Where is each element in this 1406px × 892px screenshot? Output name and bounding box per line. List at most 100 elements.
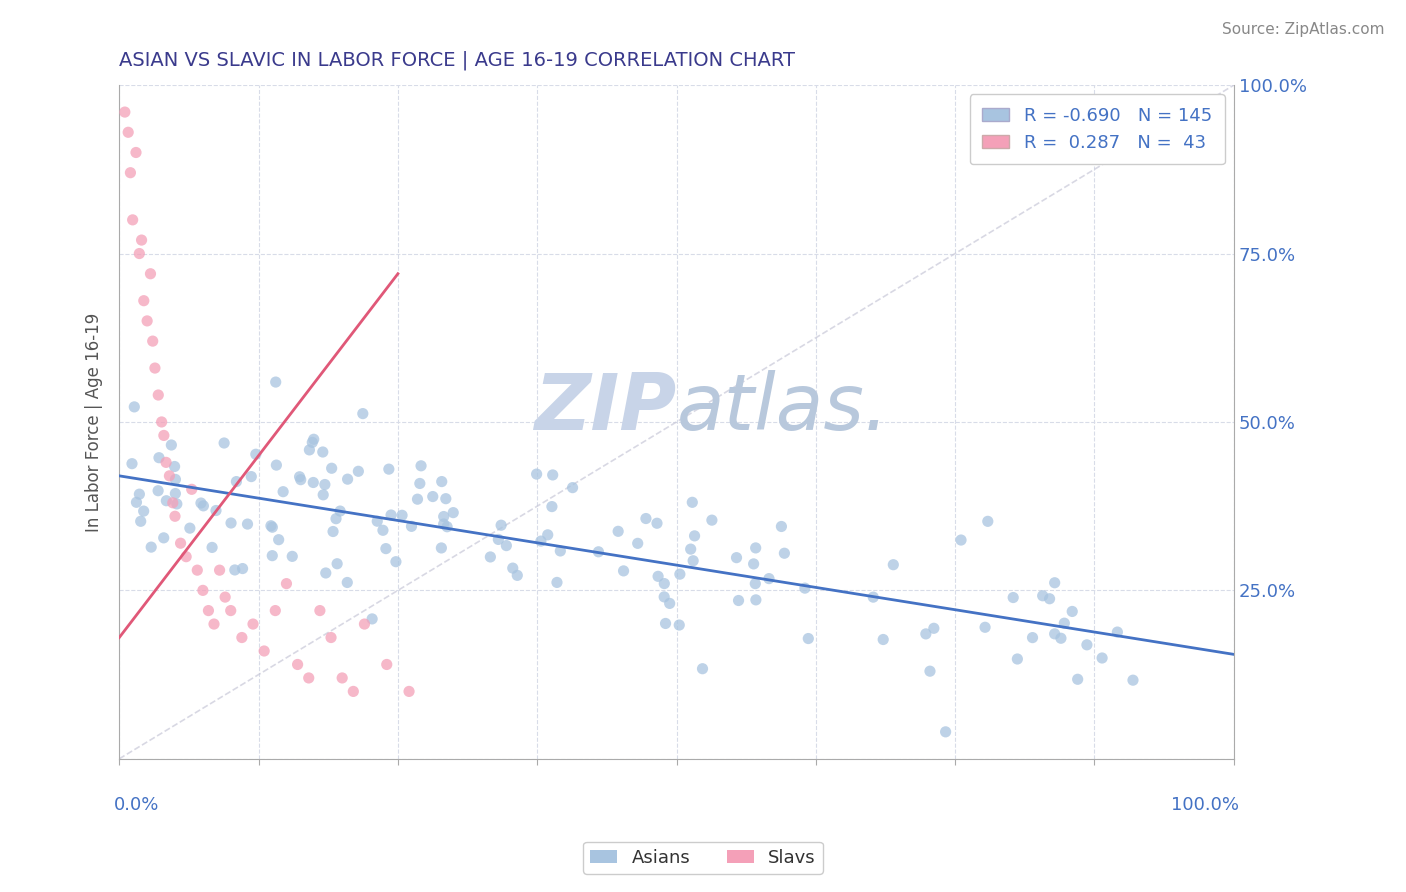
Point — [922, 621, 945, 635]
Point — [267, 533, 290, 547]
Point — [433, 516, 456, 531]
Point — [329, 504, 352, 518]
Point — [271, 484, 294, 499]
Point — [142, 334, 165, 348]
Point — [298, 442, 321, 457]
Point — [654, 616, 676, 631]
Point — [139, 267, 162, 281]
Text: atlas.: atlas. — [676, 370, 889, 447]
Point — [264, 375, 287, 389]
Point — [143, 361, 166, 376]
Point — [398, 684, 420, 698]
Point — [179, 521, 201, 535]
Point — [148, 388, 170, 402]
Text: 0.0%: 0.0% — [114, 796, 159, 814]
Point — [681, 495, 703, 509]
Point — [700, 513, 723, 527]
Legend: Asians, Slavs: Asians, Slavs — [583, 842, 823, 874]
Point — [530, 534, 553, 549]
Point — [160, 438, 183, 452]
Point — [770, 519, 793, 533]
Point — [627, 536, 650, 550]
Point — [974, 620, 997, 634]
Point — [330, 671, 353, 685]
Point — [186, 563, 208, 577]
Point — [489, 518, 512, 533]
Point — [353, 617, 375, 632]
Point — [288, 469, 311, 483]
Point — [128, 246, 150, 260]
Point — [205, 503, 228, 517]
Point — [433, 509, 456, 524]
Point — [647, 569, 669, 583]
Point — [1043, 575, 1066, 590]
Y-axis label: In Labor Force | Age 16-19: In Labor Force | Age 16-19 — [86, 312, 103, 532]
Point — [262, 549, 284, 563]
Point — [152, 531, 174, 545]
Point — [915, 627, 938, 641]
Point — [155, 493, 177, 508]
Point — [197, 604, 219, 618]
Point — [1007, 652, 1029, 666]
Point — [1066, 673, 1088, 687]
Point — [326, 557, 349, 571]
Point — [669, 567, 692, 582]
Point — [225, 475, 247, 489]
Point — [298, 671, 321, 685]
Point — [506, 568, 529, 582]
Legend: R = -0.690   N = 145, R =  0.287   N =  43: R = -0.690 N = 145, R = 0.287 N = 43 — [970, 95, 1225, 164]
Point — [314, 477, 336, 491]
Point — [281, 549, 304, 564]
Point — [312, 488, 335, 502]
Point — [214, 590, 236, 604]
Point — [121, 457, 143, 471]
Point — [125, 145, 148, 160]
Point — [117, 125, 139, 139]
Point — [391, 508, 413, 523]
Point — [136, 314, 159, 328]
Point — [128, 487, 150, 501]
Point — [124, 400, 146, 414]
Point — [190, 496, 212, 510]
Point — [537, 528, 560, 542]
Point — [219, 516, 242, 530]
Point — [169, 536, 191, 550]
Point — [378, 462, 401, 476]
Point — [260, 518, 283, 533]
Point — [1002, 591, 1025, 605]
Point — [380, 508, 402, 522]
Point — [773, 546, 796, 560]
Point — [588, 545, 610, 559]
Point — [191, 583, 214, 598]
Point — [797, 632, 820, 646]
Point — [302, 432, 325, 446]
Point — [371, 523, 394, 537]
Text: Source: ZipAtlas.com: Source: ZipAtlas.com — [1222, 22, 1385, 37]
Point — [375, 657, 398, 672]
Point — [163, 459, 186, 474]
Point — [546, 575, 568, 590]
Point — [287, 657, 309, 672]
Point — [262, 520, 284, 534]
Point — [302, 475, 325, 490]
Point — [561, 481, 583, 495]
Point — [361, 612, 384, 626]
Point — [276, 576, 298, 591]
Point — [645, 516, 668, 531]
Point — [668, 618, 690, 632]
Point — [150, 415, 173, 429]
Point — [679, 542, 702, 557]
Point — [163, 509, 186, 524]
Point — [758, 572, 780, 586]
Point — [744, 541, 766, 555]
Point — [692, 662, 714, 676]
Point — [882, 558, 904, 572]
Point — [290, 473, 312, 487]
Point — [352, 407, 374, 421]
Point — [977, 514, 1000, 528]
Point — [166, 497, 188, 511]
Point — [486, 533, 509, 547]
Point — [1122, 673, 1144, 688]
Point — [148, 450, 170, 465]
Point — [132, 293, 155, 308]
